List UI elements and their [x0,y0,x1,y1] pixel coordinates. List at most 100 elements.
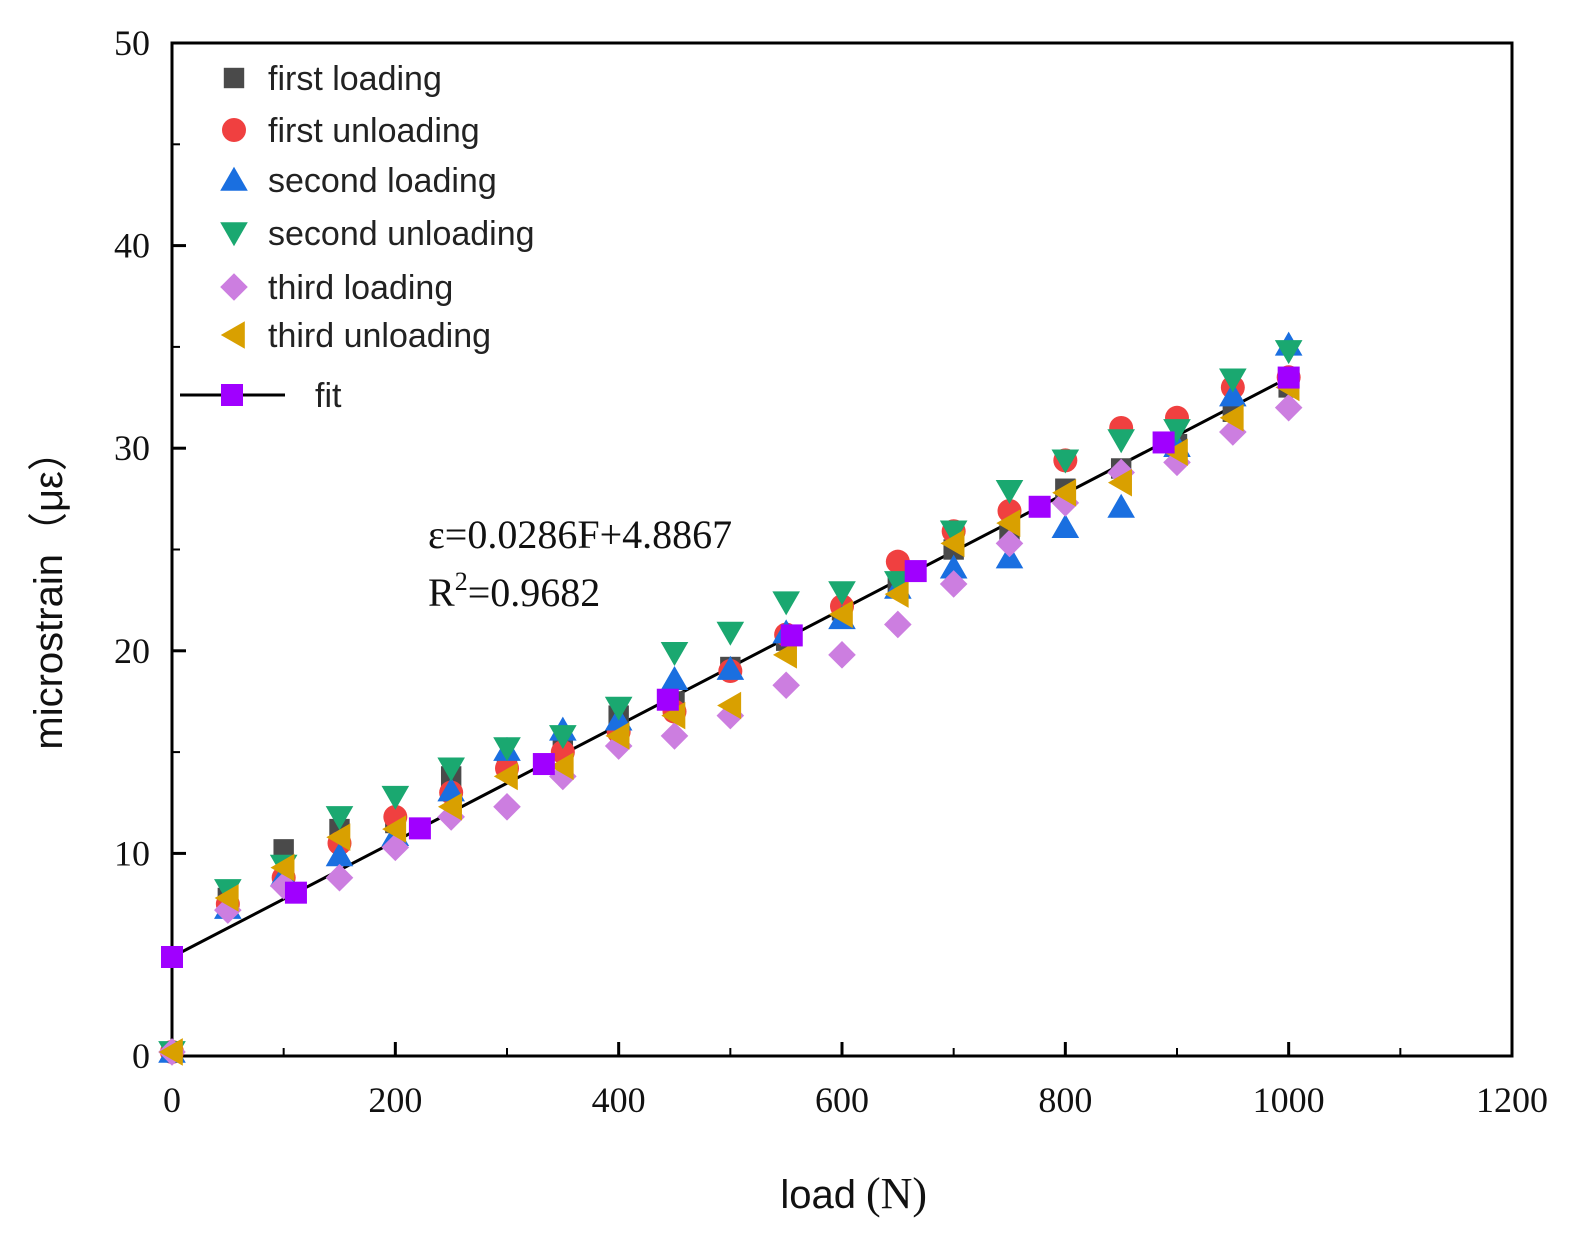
fit-markers [161,366,1300,968]
second-loading-point [716,655,745,680]
third-unloading-point [326,823,351,851]
fit-marker [780,624,803,647]
third-loading-point [884,610,912,639]
x-tick-label: 400 [592,1080,646,1120]
third-unloading-point [1107,468,1132,497]
third-unloading-point [828,600,853,629]
legend-marker-second-loading [220,166,248,191]
third-unloading-point [1163,438,1188,467]
legend-label-first-loading: first loading [268,60,442,98]
third-unloading-point [214,884,239,912]
third-unloading-point [884,580,909,608]
third-loading-point [828,641,856,669]
r2-exponent: 2 [455,567,468,596]
second-unloading-point [381,785,410,810]
third-unloading-point [1052,478,1077,507]
legend-label-second-loading: second loading [268,162,497,200]
r2-value: =0.9682 [468,570,601,615]
third-unloading-point [772,641,797,669]
legend-fit-marker [221,384,243,406]
second-unloading-point [1219,368,1247,393]
y-axis-unit: （με） [27,431,71,552]
third-unloading-point [437,793,462,821]
second-loading-point [325,842,354,867]
legend-marker-third-unloading [220,321,245,349]
third-loading-point [939,570,968,598]
legend-marker-third-loading [220,273,248,301]
legend-label-fit: fit [315,377,342,415]
legend-marker-first-loading [223,67,245,89]
third-unloading-point [940,529,965,558]
third-unloading-point [605,722,630,750]
third-unloading-point [270,853,295,882]
data-points [158,331,1303,1066]
second-unloading-point [1274,340,1303,365]
legend-label-third-unloading: third unloading [268,317,491,355]
y-tick-label: 0 [132,1036,150,1076]
legend-label-second-unloading: second unloading [268,215,535,253]
second-unloading-point [325,806,354,831]
y-tick-label: 30 [114,428,150,468]
second-loading-point [1051,514,1080,539]
fit-r-squared: R2=0.9682 [428,567,600,615]
y-tick-label: 50 [114,23,150,63]
second-loading-point [660,665,689,690]
third-unloading-point [158,1038,183,1066]
fit-marker [656,688,679,711]
second-unloading-point [828,581,856,606]
third-unloading-point [549,752,574,781]
fit-marker [904,560,927,583]
third-loading-point [325,863,354,892]
second-unloading-point [995,479,1024,504]
x-tick-label: 1200 [1476,1080,1548,1120]
first-loading-point [273,839,294,860]
second-unloading-point [493,737,521,762]
second-unloading-point [660,642,689,667]
x-tick-label: 1000 [1253,1080,1325,1120]
third-loading-point [493,793,521,821]
fit-marker [161,945,183,968]
third-unloading-point [717,691,742,720]
fit-marker [1028,495,1051,518]
second-unloading-point [716,621,745,646]
x-tick-label: 0 [163,1080,181,1120]
second-unloading-point [1051,449,1080,474]
fit-marker [284,881,307,904]
x-tick-label: 600 [815,1080,869,1120]
second-loading-point [1219,382,1247,407]
fit-marker [408,817,431,840]
y-tick-label: 20 [114,631,150,671]
r2-prefix: R [428,570,455,615]
x-tick-label: 800 [1038,1080,1092,1120]
third-loading-point [772,671,800,700]
third-unloading-point [1219,404,1244,432]
x-axis-title: load [780,1173,856,1217]
third-loading-point [995,529,1024,558]
second-loading-point [1107,493,1135,518]
second-loading-point [939,554,968,579]
third-loading-point [1274,393,1303,422]
y-axis-title-group: microstrain （με） [27,431,71,749]
second-unloading-point [1107,429,1135,454]
legend-label-third-loading: third loading [268,269,453,307]
second-unloading-point [604,696,633,721]
third-unloading-point [382,815,407,843]
x-axis-ticks: 0 200 400 600 800 1000 1200 [163,1042,1548,1120]
third-loading-point [660,722,689,750]
third-loading-point [437,803,465,831]
legend-label-first-unloading: first unloading [268,112,480,150]
fit-marker [532,753,555,776]
legend: first loading first unloading second loadi… [180,60,535,415]
x-tick-label: 200 [368,1080,422,1120]
second-unloading-point [437,757,465,782]
fit-equation: ε=0.0286F+4.8867 [428,512,732,557]
fit-marker [1277,366,1300,389]
second-unloading-point [772,591,800,616]
third-unloading-point [996,509,1021,537]
grid-and-axes: 0 200 400 600 800 1000 1200 0 10 20 30 40 50 [114,23,1548,1120]
y-tick-label: 10 [114,833,150,873]
third-unloading-point [493,762,518,791]
legend-marker-second-unloading [220,222,248,247]
y-axis-title: microstrain [27,554,71,750]
